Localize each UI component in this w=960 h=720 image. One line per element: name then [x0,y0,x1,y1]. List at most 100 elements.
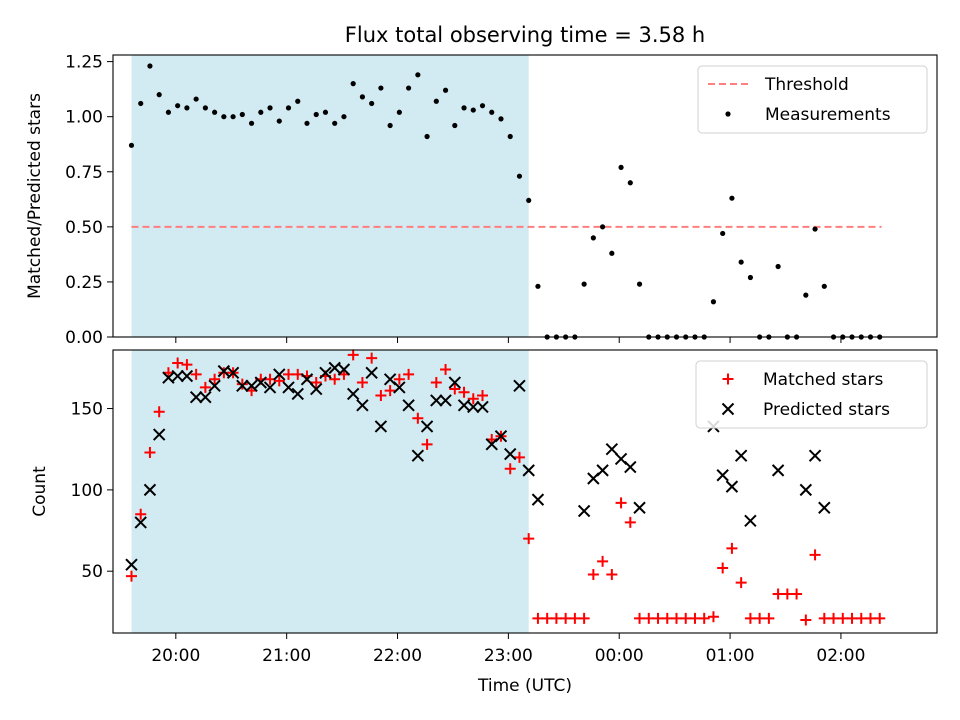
matched-star-point [283,368,295,380]
measurement-point [295,98,301,104]
x-tick-label: 22:00 [373,646,422,666]
matched-star-point [680,612,692,624]
measurement-point [322,109,329,115]
measurement-point [350,81,356,87]
matched-star-point [356,377,368,389]
predicted-star-point [208,379,221,392]
predicted-star-point [725,480,739,493]
legend-measurements-swatch [725,111,731,117]
matched-star-point [652,612,664,624]
measurement-point [424,133,430,140]
chart-title: Flux total observing time = 3.58 h [345,23,705,47]
measurement-point [775,263,781,270]
y-tick-label: 150 [71,400,103,420]
matched-star-point [809,549,821,561]
measurement-point [202,105,208,111]
matched-star-point [393,373,405,385]
top-y-axis-label: Matched/Predicted stars [25,93,45,299]
matched-star-point [837,612,849,624]
measurement-point [821,283,827,289]
legend-measurements-label: Measurements [765,105,891,125]
predicted-star-point [467,400,480,414]
predicted-star-point [476,400,489,414]
matched-star-point [754,612,766,624]
matched-star-point [236,378,248,390]
matched-star-point [791,588,803,600]
predicted-star-point [420,420,434,433]
matched-star-point [403,368,415,380]
legend-predicted-label: Predicted stars [763,400,890,420]
matched-star-point [153,406,165,418]
matched-star-point [550,612,562,624]
matched-star-point [458,386,470,398]
measurement-point [535,283,541,289]
matched-star-point [772,588,784,600]
matched-star-point [172,357,184,369]
measurement-point [184,105,190,111]
matched-star-point [440,364,452,376]
predicted-star-point [439,394,452,407]
matched-star-point [717,562,729,574]
bottom-panel: 50 100 150 20:00 21:00 22:00 23:00 00:00 01:00 0… [30,349,938,696]
top-axes-frame [112,54,938,338]
predicted-star-point [374,420,388,433]
matched-star-point [634,612,646,624]
matched-star-point [781,588,793,600]
matched-star-point [661,612,673,624]
predicted-star-point [356,399,369,412]
measurement-point [396,109,402,115]
measurement-point [156,92,162,98]
matched-star-point [606,568,618,580]
matched-star-point [199,381,211,393]
matched-star-point [855,612,867,624]
predicted-star-point [125,558,138,571]
legend-matched-label: Matched stars [763,370,883,390]
matched-star-point [144,446,156,458]
matched-star-point [375,390,387,402]
measurement-point [369,100,375,107]
predicted-star-points [125,361,831,571]
matched-star-point [467,393,479,405]
y-tick-label: 0.50 [65,218,103,238]
measurement-point [378,85,384,91]
predicted-star-point [319,366,332,379]
y-tick-label: 50 [81,562,103,582]
measurement-point [332,120,338,126]
matched-star-point [597,555,609,567]
measurement-point [147,63,153,69]
x-axis-label: Time (UTC) [477,676,572,696]
measurement-point [415,72,421,78]
measurement-point [239,111,245,118]
matched-star-point [541,612,553,624]
predicted-star-point [171,369,184,383]
measurement-point [461,105,467,111]
predicted-star-point [808,449,822,462]
measurement-point [627,180,633,186]
matched-star-point [726,542,738,554]
matched-star-point [643,612,655,624]
predicted-star-point [273,368,286,381]
predicted-star-point [596,464,609,477]
measurement-point [313,111,319,118]
predicted-star-point [365,366,378,379]
matched-star-point [504,463,516,475]
predicted-star-point [531,493,545,506]
matched-star-point [560,612,572,624]
predicted-star-point [263,381,277,394]
bottom-y-ticks: 50 100 150 [71,400,113,582]
measurement-points [128,63,883,340]
y-tick-label: 1.25 [65,53,103,73]
matched-star-point [430,377,442,389]
matched-star-point [763,612,775,624]
measurement-point [128,142,135,148]
matched-star-point [569,612,581,624]
measurement-point [590,235,596,241]
x-tick-label: 02:00 [816,646,865,666]
measurement-point [248,120,255,126]
top-x-ticks [175,337,842,343]
measurement-point [452,122,458,129]
measurement-point [618,164,624,170]
matched-star-point [735,577,747,589]
matched-star-point [615,497,627,509]
